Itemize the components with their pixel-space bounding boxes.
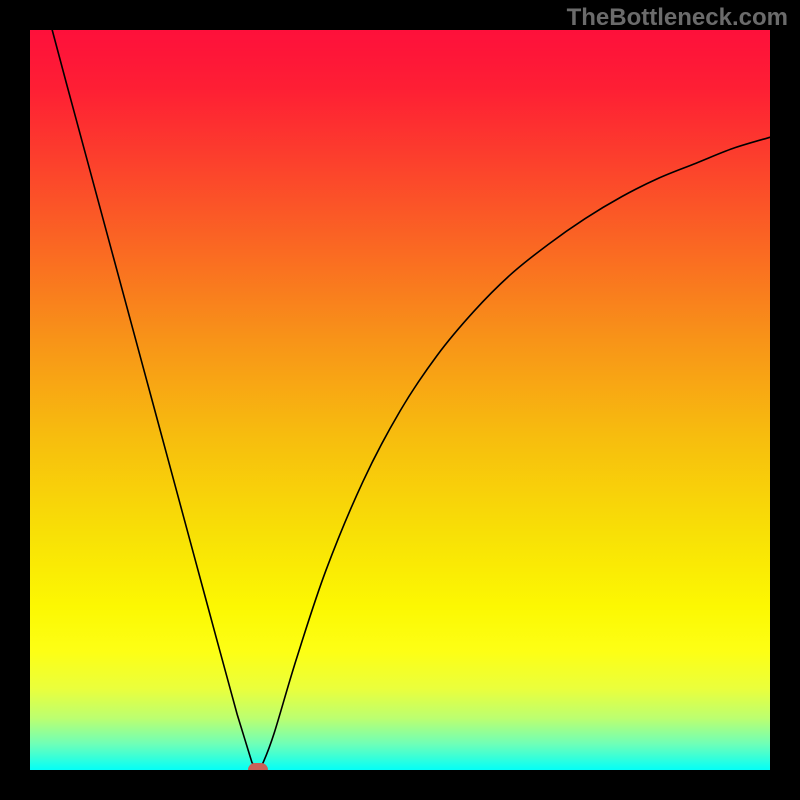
minimum-marker [248, 763, 268, 777]
plot-area [30, 30, 770, 770]
chart-root: TheBottleneck.com [0, 0, 800, 800]
watermark-text: TheBottleneck.com [567, 4, 788, 32]
